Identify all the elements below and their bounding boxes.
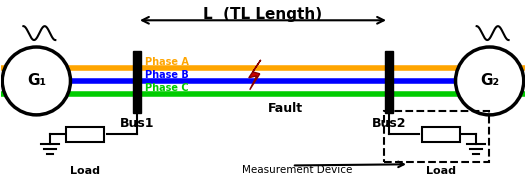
Bar (422, 127, 460, 143)
Text: Bus2: Bus2 (372, 117, 406, 130)
Bar (385, 51, 393, 113)
Text: L  (TL Length): L (TL Length) (204, 7, 322, 22)
Text: Load: Load (426, 166, 456, 176)
Text: G₂: G₂ (480, 74, 499, 88)
Polygon shape (249, 60, 261, 90)
Text: Phase A: Phase A (145, 57, 189, 67)
Text: Bus1: Bus1 (120, 117, 154, 130)
Text: G₁: G₁ (27, 74, 46, 88)
Bar (133, 51, 141, 113)
Bar (384, 111, 489, 162)
Circle shape (2, 47, 70, 115)
Bar (66, 127, 104, 143)
Circle shape (456, 47, 524, 115)
Text: Fault: Fault (268, 102, 303, 115)
Text: Load: Load (70, 166, 100, 176)
Text: Phase C: Phase C (145, 83, 189, 93)
Text: Phase B: Phase B (145, 70, 189, 80)
Text: Measurement Device: Measurement Device (242, 165, 352, 175)
